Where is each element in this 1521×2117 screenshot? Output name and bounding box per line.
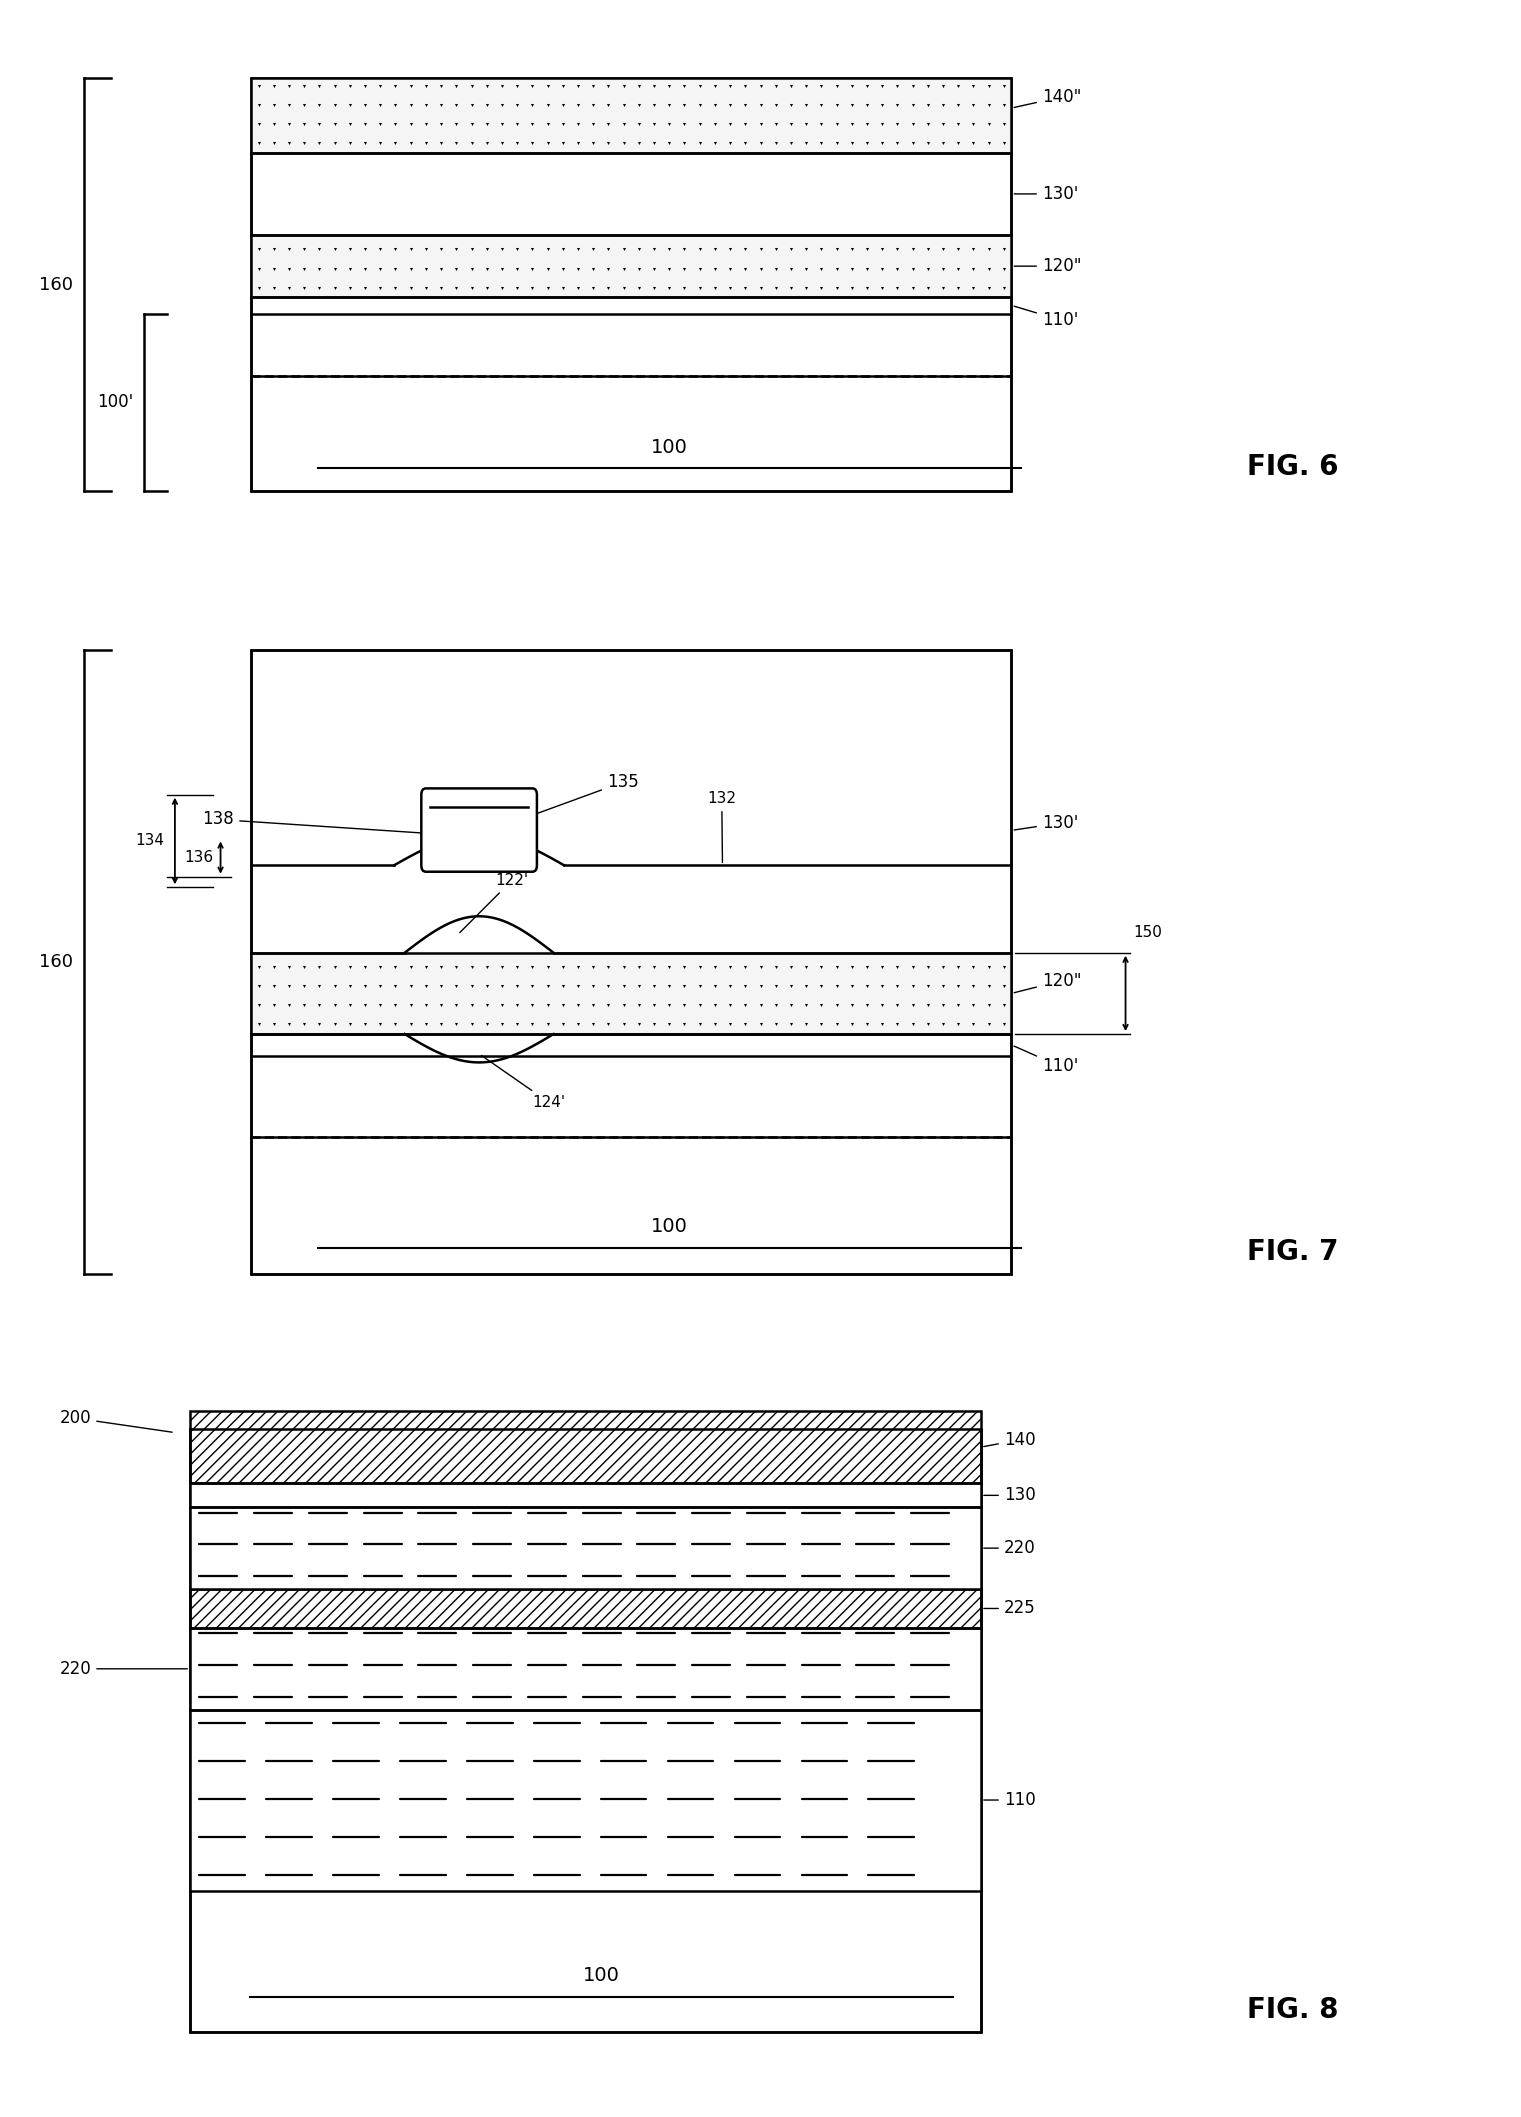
Text: 110': 110' xyxy=(1015,1046,1078,1075)
Bar xyxy=(251,953,1011,1033)
Bar xyxy=(251,78,1011,491)
Bar xyxy=(190,1590,981,1628)
Bar xyxy=(190,1429,981,2032)
Text: 160: 160 xyxy=(40,275,73,294)
Bar xyxy=(190,1410,981,1484)
Bar xyxy=(190,1711,981,1890)
Bar xyxy=(251,650,1011,1274)
Text: 130': 130' xyxy=(1015,815,1078,832)
Bar xyxy=(190,1628,981,1711)
Bar xyxy=(251,650,1011,1274)
Text: 225: 225 xyxy=(984,1600,1036,1617)
Text: FIG. 8: FIG. 8 xyxy=(1247,1996,1338,2024)
Text: 100: 100 xyxy=(583,1967,621,1986)
Text: 160: 160 xyxy=(40,953,73,972)
Text: 122': 122' xyxy=(459,872,528,934)
Text: 120": 120" xyxy=(1015,256,1081,275)
Text: 100: 100 xyxy=(651,438,687,457)
Text: 110: 110 xyxy=(984,1791,1036,1810)
Text: 135: 135 xyxy=(514,773,639,821)
Text: 120": 120" xyxy=(1015,972,1081,993)
Text: 220: 220 xyxy=(59,1660,187,1679)
Text: 134: 134 xyxy=(135,834,164,849)
Text: 124': 124' xyxy=(481,1056,566,1109)
Text: 136: 136 xyxy=(184,851,213,866)
Text: 100: 100 xyxy=(651,1217,687,1236)
Bar xyxy=(190,1429,981,2032)
Bar xyxy=(251,78,1011,152)
Text: 130: 130 xyxy=(984,1486,1036,1505)
Bar xyxy=(251,235,1011,296)
Bar xyxy=(190,1484,981,1507)
Bar xyxy=(190,1507,981,1590)
Text: 138: 138 xyxy=(202,811,429,834)
Text: FIG. 6: FIG. 6 xyxy=(1247,453,1338,481)
Text: 132: 132 xyxy=(707,792,736,862)
Text: 140: 140 xyxy=(984,1431,1036,1448)
Text: 140": 140" xyxy=(1015,89,1081,108)
Text: 150: 150 xyxy=(1133,925,1162,940)
Text: 130': 130' xyxy=(1015,184,1078,203)
FancyBboxPatch shape xyxy=(421,788,537,872)
Text: FIG. 7: FIG. 7 xyxy=(1247,1238,1338,1266)
Text: 220: 220 xyxy=(984,1539,1036,1558)
Bar xyxy=(251,78,1011,491)
Text: 200: 200 xyxy=(59,1410,172,1433)
Text: 110': 110' xyxy=(1015,307,1078,328)
Text: 100': 100' xyxy=(97,394,134,411)
